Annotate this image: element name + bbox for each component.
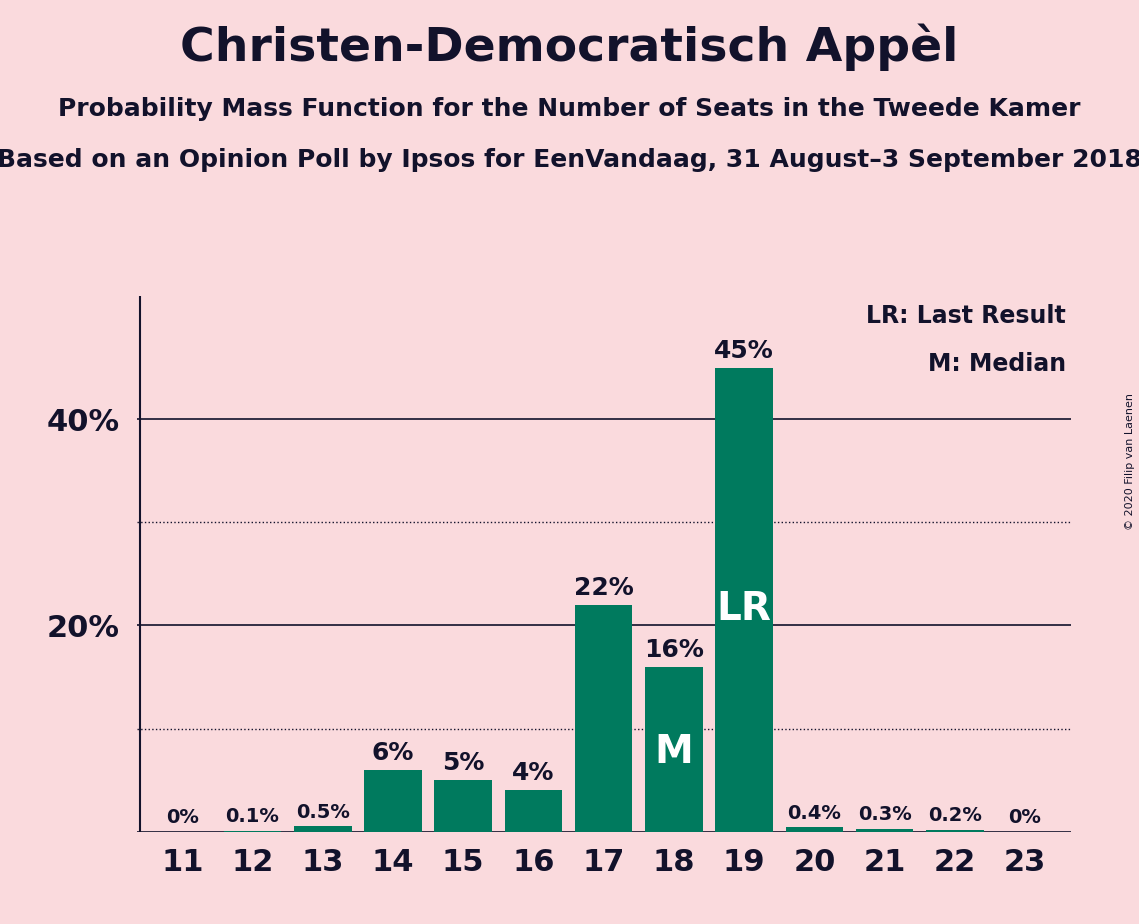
Text: 0.3%: 0.3%: [858, 806, 911, 824]
Text: 4%: 4%: [513, 761, 555, 785]
Text: M: M: [655, 734, 694, 772]
Bar: [575, 605, 632, 832]
Text: 5%: 5%: [442, 751, 484, 775]
Text: 22%: 22%: [574, 576, 633, 600]
Text: Christen-Democratisch Appèl: Christen-Democratisch Appèl: [180, 23, 959, 70]
Text: 0.2%: 0.2%: [928, 807, 982, 825]
Bar: [786, 828, 843, 832]
Bar: [926, 830, 984, 832]
Text: 0.4%: 0.4%: [787, 805, 842, 823]
Bar: [223, 831, 281, 832]
Text: Based on an Opinion Poll by Ipsos for EenVandaag, 31 August–3 September 2018: Based on an Opinion Poll by Ipsos for Ee…: [0, 148, 1139, 172]
Text: LR: LR: [716, 590, 771, 628]
Bar: [294, 826, 352, 832]
Text: © 2020 Filip van Laenen: © 2020 Filip van Laenen: [1125, 394, 1134, 530]
Bar: [855, 829, 913, 832]
Bar: [645, 667, 703, 832]
Text: M: Median: M: Median: [928, 352, 1066, 376]
Text: 0%: 0%: [166, 808, 199, 828]
Text: 6%: 6%: [371, 741, 415, 765]
Bar: [505, 790, 563, 832]
Text: 0.5%: 0.5%: [296, 803, 350, 822]
Text: LR: Last Result: LR: Last Result: [867, 304, 1066, 328]
Text: 16%: 16%: [644, 638, 704, 662]
Text: 0.1%: 0.1%: [226, 808, 279, 826]
Text: Probability Mass Function for the Number of Seats in the Tweede Kamer: Probability Mass Function for the Number…: [58, 97, 1081, 121]
Bar: [434, 780, 492, 832]
Bar: [715, 368, 773, 832]
Text: 0%: 0%: [1008, 808, 1041, 828]
Text: 45%: 45%: [714, 339, 775, 362]
Bar: [364, 770, 421, 832]
